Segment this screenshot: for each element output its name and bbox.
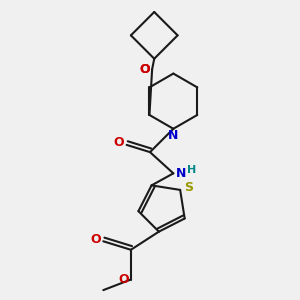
Text: S: S bbox=[184, 181, 193, 194]
Text: N: N bbox=[168, 129, 178, 142]
Text: O: O bbox=[118, 273, 129, 286]
Text: N: N bbox=[176, 167, 186, 180]
Text: O: O bbox=[90, 233, 101, 246]
Text: O: O bbox=[139, 63, 150, 76]
Text: O: O bbox=[114, 136, 124, 149]
Text: H: H bbox=[188, 165, 197, 175]
Text: O: O bbox=[139, 63, 150, 76]
